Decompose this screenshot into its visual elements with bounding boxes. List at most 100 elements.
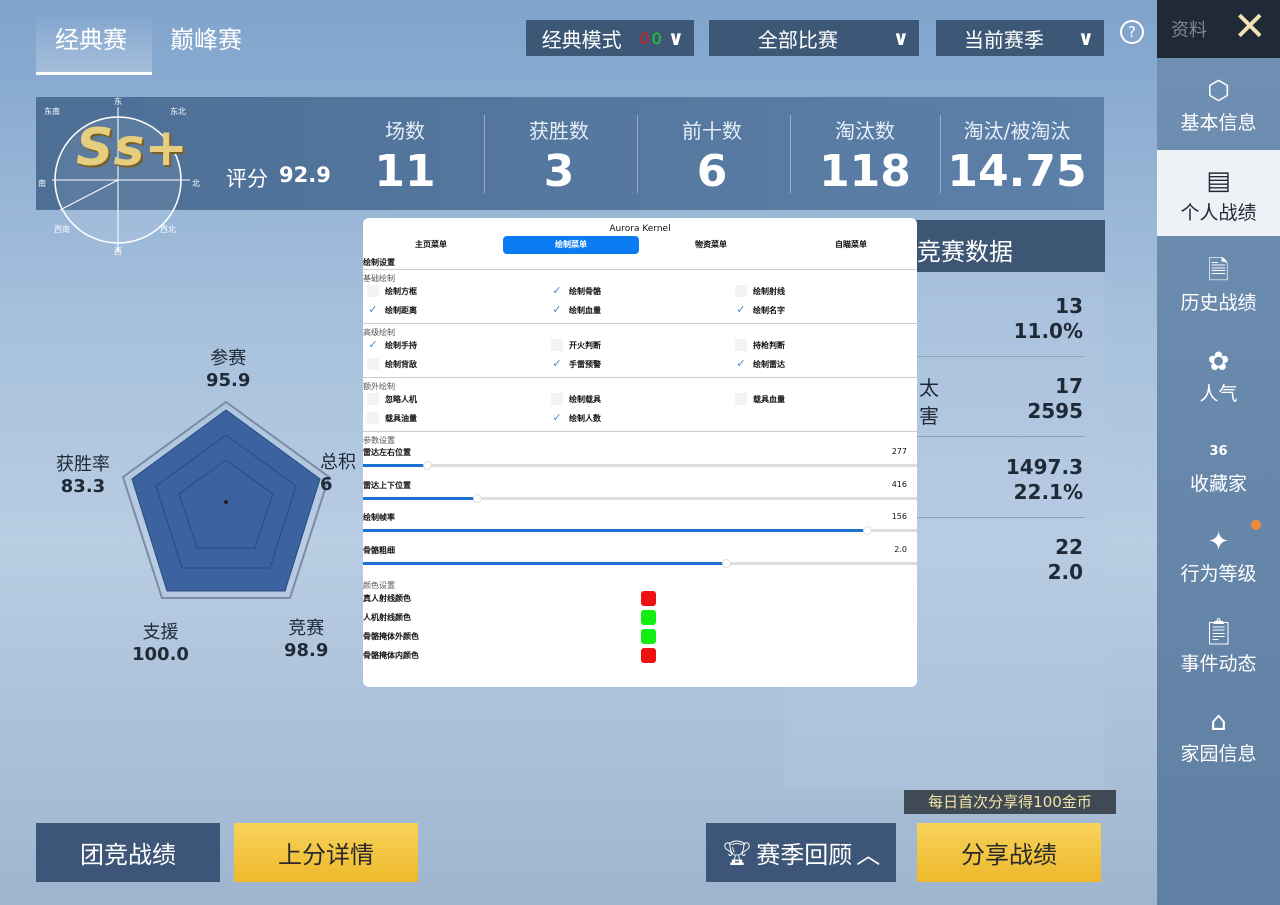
checkbox-option[interactable]: 持枪判断 (735, 339, 785, 351)
slider-track[interactable] (363, 526, 917, 535)
checkbox-option[interactable]: 绘制载具 (551, 393, 601, 405)
sidebar-item-home[interactable]: ⌂ 家园信息 (1157, 705, 1280, 766)
sidebar-item-events[interactable]: 📋︎ 事件动态 (1157, 615, 1280, 676)
stat-label: 前十数 (682, 119, 742, 143)
slider-handle[interactable] (472, 493, 482, 503)
slider-handle[interactable] (721, 558, 731, 568)
close-x-icon[interactable]: ✕ (1233, 4, 1267, 50)
tab-peak[interactable]: 巅峰赛 (170, 26, 242, 54)
checkbox-option[interactable]: ✓ 绘制骨骼 (551, 285, 601, 297)
color-label: 骨骼掩体外颜色 (363, 632, 419, 641)
checkmark-icon: ✓ (552, 284, 562, 297)
share-record-button[interactable]: 分享战绩 (917, 823, 1101, 882)
sidebar-item-personal-record[interactable]: ▤ 个人战绩 (1157, 150, 1280, 236)
stat-value: 118 (819, 146, 911, 197)
mode-dropdown[interactable]: 经典模式 0 0 ∨ (526, 20, 694, 56)
slider-value: 416 (891, 479, 907, 489)
checkbox-option[interactable]: ✓ 绘制雷达 (735, 358, 785, 370)
menu-tab-home[interactable]: 主页菜单 (415, 240, 447, 249)
mode-label: 经典模式 (541, 27, 622, 52)
checkbox-label: 载具油量 (385, 413, 417, 423)
match-dropdown[interactable]: 全部比赛 ∨ (709, 20, 919, 56)
menu-tab-aim[interactable]: 自瞄菜单 (835, 240, 867, 249)
sidebar-item-label: 事件动态 (1180, 653, 1257, 675)
checkbox-option[interactable]: ✓ 绘制人数 (551, 412, 601, 424)
collector-badge-icon: 36 (1209, 444, 1228, 459)
chevron-down-icon: ∨ (892, 26, 909, 50)
checkbox-option[interactable]: 忽略人机 (367, 393, 417, 405)
checkbox-empty (551, 339, 563, 351)
checkbox-option[interactable]: 开火判断 (551, 339, 601, 351)
rank-detail-button[interactable]: 上分详情 (234, 823, 418, 882)
checkbox-option[interactable]: 载具血量 (735, 393, 785, 405)
team-record-button[interactable]: 团竞战绩 (36, 823, 220, 882)
checkbox-option[interactable]: ✓ 绘制距离 (367, 304, 417, 316)
checkbox-option[interactable]: ✓ 绘制手持 (367, 339, 417, 351)
divider (915, 356, 1085, 357)
document-crosshair-icon: 🗎 (1208, 256, 1229, 286)
radar-label: 参赛 (210, 348, 247, 369)
person-badge-icon: ⬡ (1207, 76, 1230, 106)
checkbox-label: 绘制手持 (385, 340, 417, 350)
sidebar-item-history[interactable]: 🗎 历史战绩 (1157, 254, 1280, 315)
checkmark-icon: ✓ (552, 411, 562, 424)
season-review-label: 赛季回顾 (756, 841, 853, 869)
slider-fill (363, 529, 868, 532)
slider-track[interactable] (363, 461, 917, 470)
checkbox-option[interactable]: 绘制方框 (367, 285, 417, 297)
stat-value: 14.75 (947, 146, 1087, 197)
compass-label: 西北 (160, 225, 176, 234)
competition-row: 13 11.0% (1014, 294, 1083, 344)
tab-classic[interactable]: 经典赛 (55, 26, 127, 54)
color-swatch[interactable] (641, 591, 656, 606)
question-circle-icon[interactable]: ? (1120, 20, 1144, 44)
color-swatch[interactable] (641, 629, 656, 644)
slider-label: 雷达左右位置 (363, 448, 411, 457)
checkbox-option[interactable]: 绘制背敌 (367, 358, 417, 370)
slider-handle[interactable] (422, 461, 432, 470)
menu-title: Aurora Kernel (609, 224, 671, 234)
checkbox-option[interactable]: 绘制射线 (735, 285, 785, 297)
slider-track[interactable] (363, 558, 917, 568)
group-title: 高级绘制 (363, 328, 395, 337)
checkbox-label: 绘制载具 (569, 394, 601, 404)
sidebar-item-label: 收藏家 (1189, 473, 1247, 495)
menu-tab-items[interactable]: 物资菜单 (695, 240, 727, 249)
star-shield-icon: ✦ (1207, 527, 1230, 557)
checkbox-option[interactable]: ✓ 手雷预警 (551, 358, 601, 370)
checkbox-option[interactable]: ✓ 绘制血量 (551, 304, 601, 316)
checkbox-label: 手雷预警 (569, 359, 601, 369)
flower-badge-icon: ✿ (1207, 347, 1230, 377)
sidebar-item-basic-info[interactable]: ⬡ 基本信息 (1157, 74, 1280, 142)
sidebar-item-popularity[interactable]: ✿ 人气 (1157, 345, 1280, 406)
checkmark-icon: ✓ (368, 303, 378, 316)
menu-tab-draw[interactable]: 绘制菜单 (503, 236, 639, 254)
value: 17 (1055, 374, 1083, 398)
chevron-up-icon: ︿ (856, 841, 881, 869)
sidebar-item-behavior[interactable]: ✦ 行为等级 (1157, 525, 1280, 586)
checkbox-empty (367, 285, 379, 297)
season-dropdown[interactable]: 当前赛季 ∨ (936, 20, 1104, 56)
value: 11.0% (1013, 319, 1083, 343)
checkbox-option[interactable]: 载具油量 (367, 412, 417, 424)
value: 22 (1055, 535, 1083, 559)
slider-handle[interactable] (863, 526, 873, 535)
slider-track[interactable] (363, 493, 917, 503)
slider-label: 雷达上下位置 (363, 480, 411, 490)
radar-value: 6 (320, 474, 333, 495)
color-swatch[interactable] (641, 610, 656, 625)
checkbox-label: 绘制方框 (385, 286, 417, 296)
slider-fill (363, 561, 726, 565)
stat-wins: 获胜数 3 (484, 115, 634, 197)
stat-value: 3 (543, 146, 575, 197)
colors-title: 颜色设置 (363, 581, 395, 590)
stat-label: 淘汰数 (835, 119, 895, 143)
season-review-button[interactable]: 🏆︎ 赛季回顾 ︿ (706, 823, 896, 882)
divider (940, 115, 941, 193)
radar-value: 83.3 (60, 476, 106, 497)
radar-chart (121, 400, 331, 599)
checkbox-empty (367, 412, 379, 424)
sidebar-item-collector[interactable]: 36 收藏家 (1157, 435, 1280, 496)
checkbox-option[interactable]: ✓ 绘制名字 (735, 304, 785, 316)
color-swatch[interactable] (641, 648, 656, 663)
